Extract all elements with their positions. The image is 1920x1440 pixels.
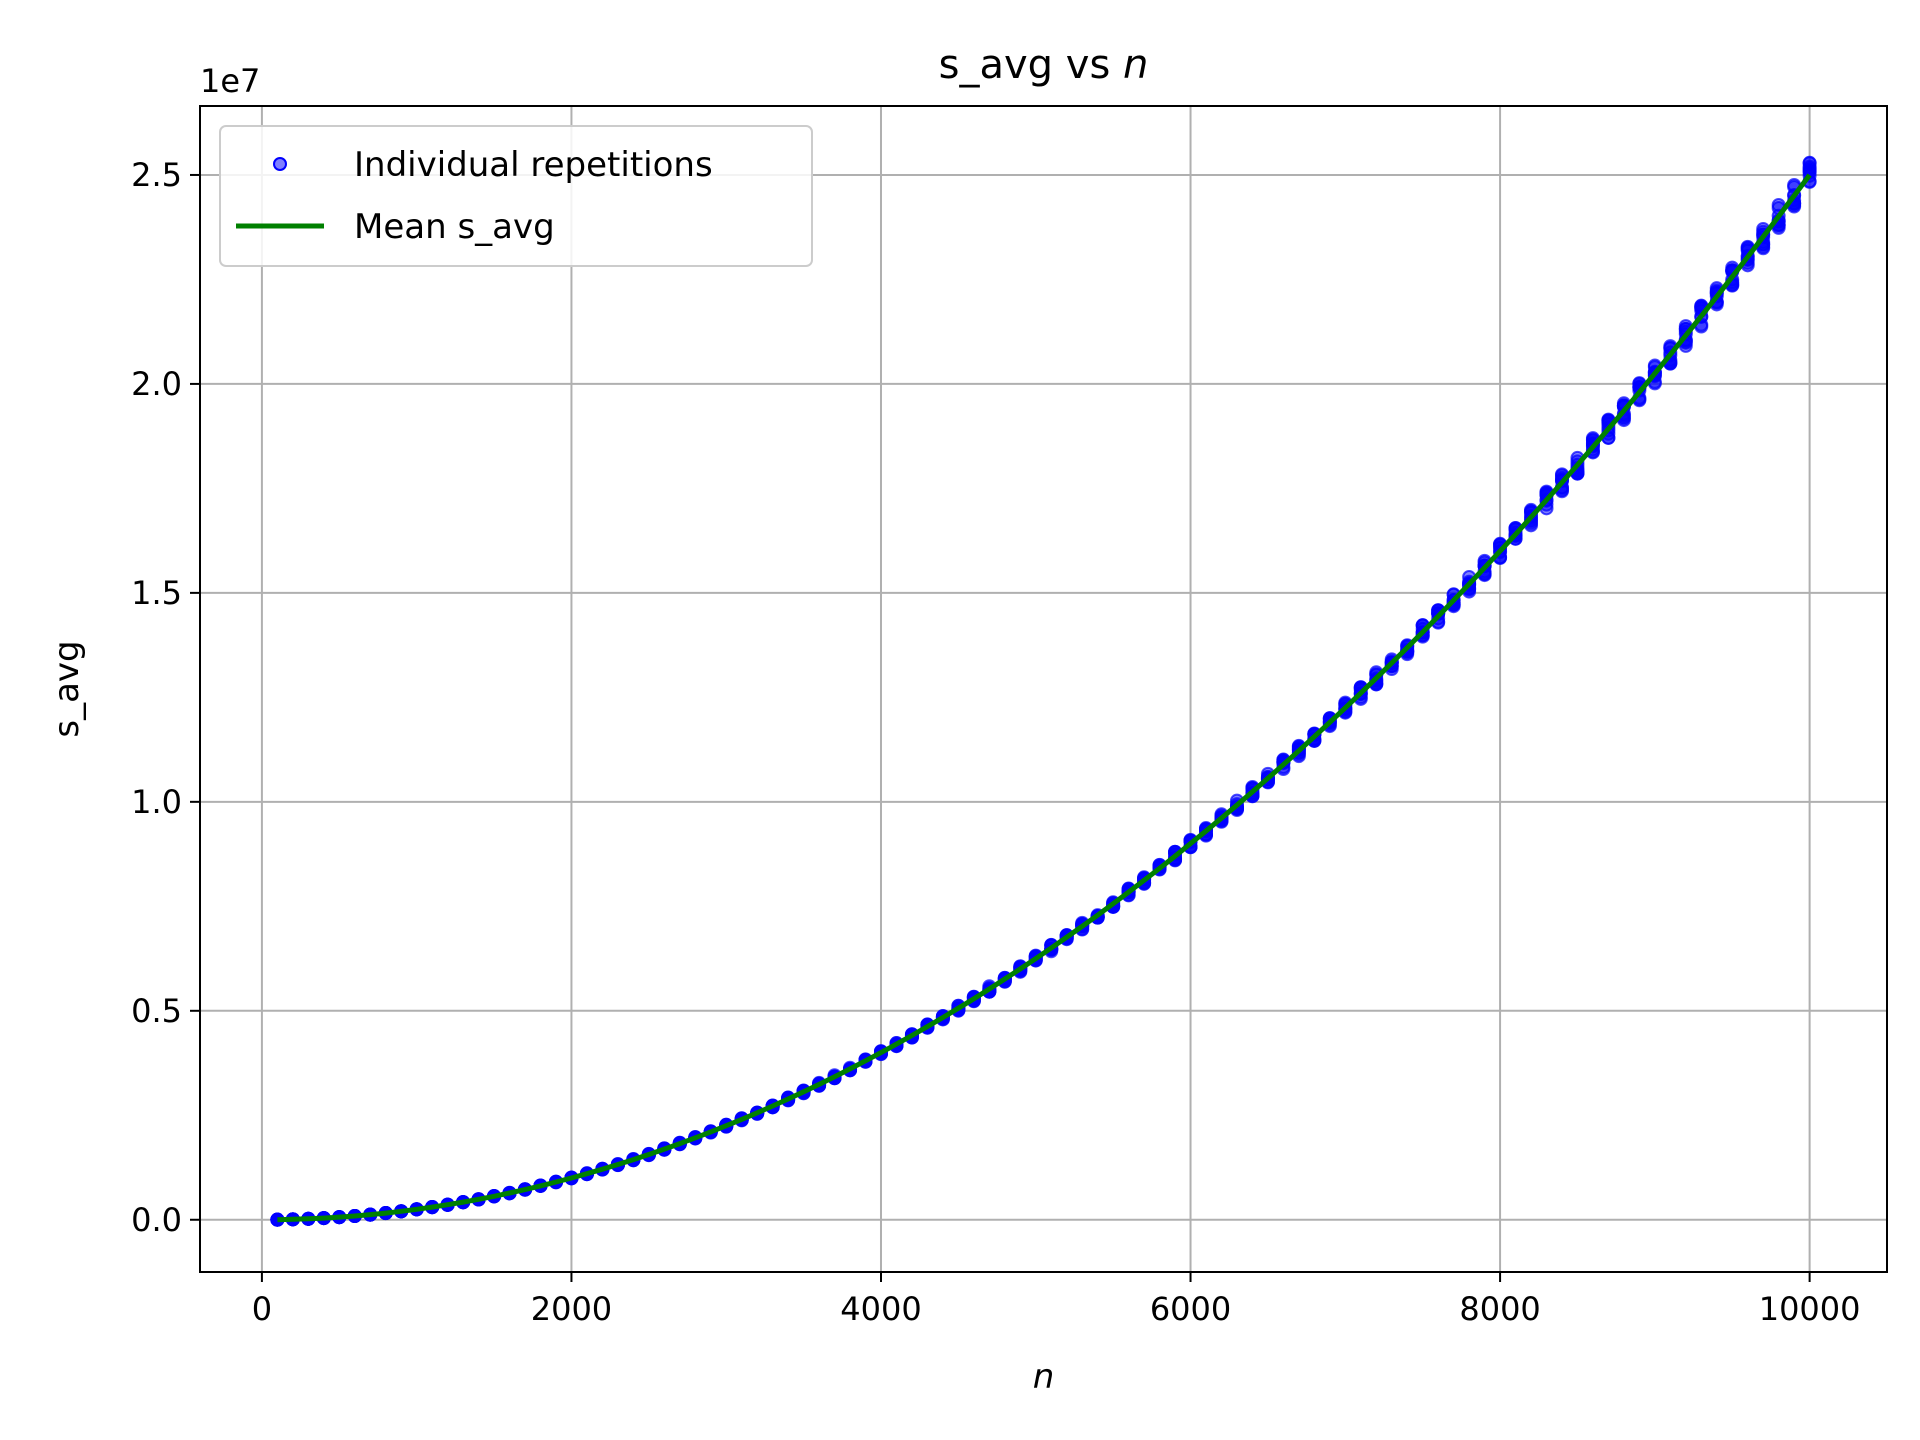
title-variable: n: [1123, 42, 1148, 88]
y-tick-label: 2.0: [131, 365, 182, 403]
y-tick-label: 0.5: [131, 992, 182, 1030]
y-tick-label: 0.0: [131, 1201, 182, 1239]
title-prefix: s_avg vs: [939, 42, 1123, 88]
legend-box: [219, 125, 813, 267]
x-tick-label: 8000: [1459, 1290, 1540, 1328]
chart-title: s_avg vs n: [939, 42, 1149, 88]
y-axis-label: s_avg: [47, 640, 87, 737]
plot-frame: [199, 105, 1888, 1273]
y-offset-text: 1e7: [200, 62, 260, 100]
x-tick-label: 4000: [840, 1290, 921, 1328]
x-axis-label: n: [1033, 1357, 1055, 1397]
legend-scatter-marker: [273, 157, 287, 171]
legend-label-mean: Mean s_avg: [354, 207, 555, 247]
x-tick-label: 2000: [531, 1290, 612, 1328]
x-tick-label: 10000: [1759, 1290, 1861, 1328]
mean-line-layer: [277, 173, 1812, 1223]
grid: [200, 106, 1887, 1272]
y-tick-label: 2.5: [131, 156, 182, 194]
x-tick-label: 6000: [1150, 1290, 1231, 1328]
legend-label-individual: Individual repetitions: [354, 145, 713, 185]
x-tick-label: 0: [252, 1290, 272, 1328]
scatter-point: [1802, 155, 1817, 170]
mean-line: [277, 173, 1812, 1223]
y-tick-label: 1.5: [131, 574, 182, 612]
y-tick-label: 1.0: [131, 783, 182, 821]
axis-ticks: 0 2000 4000 6000 8000 10000 0.0 0.5 1.0 1.5 2.0 2.5: [131, 156, 1860, 1328]
legend: Individual repetitions Mean s_avg: [219, 125, 813, 267]
